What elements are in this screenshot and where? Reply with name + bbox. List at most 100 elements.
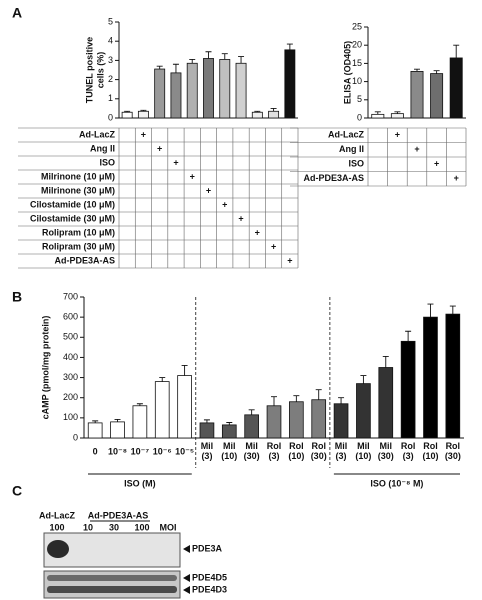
table-row-label: Ad-LacZ — [79, 129, 116, 139]
error-bar — [189, 58, 196, 64]
y-tick-label: 10 — [352, 76, 362, 86]
band-arrow — [183, 545, 190, 553]
table-row-label: Rolipram (10 μM) — [42, 227, 115, 237]
lane-label: MOI — [160, 522, 177, 532]
table-cell: + — [434, 159, 439, 169]
bar — [289, 401, 304, 439]
error-bar — [315, 389, 322, 400]
bar — [244, 414, 259, 439]
bar — [186, 62, 198, 119]
bar — [333, 403, 349, 439]
table-cell: + — [454, 173, 459, 183]
table-row-label: Ang II — [339, 144, 364, 154]
band-arrow — [183, 574, 190, 582]
y-tick-label: 2 — [108, 74, 113, 84]
bar — [199, 422, 215, 439]
band-label: PDE4D3 — [192, 584, 227, 594]
error-bar — [136, 403, 143, 406]
bar — [132, 405, 148, 439]
error-bar — [181, 365, 188, 376]
x-tick-label: 10⁻⁷ — [131, 446, 150, 456]
table-cell: + — [206, 185, 211, 195]
y-tick-label: 3 — [108, 55, 113, 65]
y-tick-label: 400 — [63, 352, 78, 362]
y-tick-label: 0 — [108, 112, 113, 122]
x-tick-label: Mil (3) — [335, 441, 348, 461]
bar — [378, 367, 394, 439]
error-bar — [254, 110, 261, 113]
y-axis-label: cAMP (pmol/mg protein) — [40, 316, 50, 420]
lane-label: 100 — [49, 522, 64, 532]
error-bar — [221, 53, 228, 60]
table-cell: + — [255, 227, 260, 237]
y-tick-label: 20 — [352, 40, 362, 50]
error-bar — [374, 111, 381, 115]
x-tick-label: Rol (30) — [311, 441, 327, 461]
panel-label: A — [12, 5, 22, 21]
x-tick-label: Mil (30) — [244, 441, 260, 461]
x-tick-label: 0 — [93, 446, 98, 456]
y-tick-label: 600 — [63, 312, 78, 322]
y-tick-label: 4 — [108, 36, 113, 46]
lane-label: 100 — [134, 522, 149, 532]
blot-band — [47, 540, 69, 558]
y-axis-label: ELISA (OD405) — [342, 41, 352, 104]
x-tick-label: Mil (30) — [378, 441, 394, 461]
lane-label: 10 — [83, 522, 93, 532]
x-tick-label: Rol (30) — [445, 441, 461, 461]
table-cell: + — [287, 255, 292, 265]
y-tick-label: 5 — [108, 16, 113, 26]
bar — [177, 375, 192, 439]
lane-label: 30 — [109, 522, 119, 532]
table-row-label: Ad-PDE3A-AS — [303, 173, 364, 183]
table-row-label: Milrinone (30 μM) — [41, 185, 115, 195]
bar — [170, 72, 182, 119]
blot-band — [47, 586, 177, 593]
error-bar — [156, 65, 163, 70]
bar — [311, 399, 327, 439]
error-bar — [124, 110, 131, 113]
y-tick-label: 100 — [63, 412, 78, 422]
error-bar — [140, 109, 147, 112]
table-cell: + — [238, 213, 243, 223]
y-tick-label: 300 — [63, 372, 78, 382]
y-tick-label: 25 — [352, 21, 362, 31]
bar — [445, 313, 461, 439]
table-cell: + — [271, 241, 276, 251]
blot-group-label: Ad-PDE3A-AS — [88, 510, 149, 520]
bar — [284, 49, 296, 119]
y-tick-label: 5 — [357, 94, 362, 104]
western-blot: Ad-LacZ Ad-PDE3A-AS 100 10 30 100 MOI PD… — [39, 510, 227, 599]
table-cell: + — [157, 143, 162, 153]
y-tick-label: 0 — [73, 432, 78, 442]
bar — [154, 381, 170, 439]
error-bar — [270, 107, 277, 112]
error-bar — [271, 396, 277, 406]
bar — [137, 110, 149, 119]
y-tick-label: 1 — [108, 93, 113, 103]
error-bar — [414, 68, 420, 72]
table-cell: + — [222, 199, 227, 209]
y-tick-label: 700 — [63, 291, 78, 301]
bar — [356, 383, 371, 439]
x-tick-label: 10⁻⁸ — [108, 446, 127, 456]
error-bar — [405, 330, 412, 342]
panel-label: B — [12, 289, 22, 305]
table-row-label: Cilostamide (10 μM) — [30, 199, 115, 209]
band-label: PDE4D5 — [192, 572, 227, 582]
error-bar — [248, 409, 255, 415]
bar — [400, 340, 416, 439]
x-tick-label: Rol (3) — [401, 441, 416, 461]
x-tick-label: Rol (10) — [288, 441, 304, 461]
x-tick-label: 10⁻⁵ — [175, 446, 194, 456]
table-cell: + — [141, 129, 146, 139]
table-row-label: Ad-PDE3A-AS — [54, 255, 115, 265]
x-tick-label: Rol (3) — [267, 441, 282, 461]
panel-label: C — [12, 483, 22, 499]
table-row-label: Rolipram (30 μM) — [42, 241, 115, 251]
bar — [410, 71, 424, 119]
error-bar — [382, 355, 389, 368]
table-cell: + — [190, 171, 195, 181]
y-tick-label: 500 — [63, 332, 78, 342]
table-row-label: Milrinone (10 μM) — [41, 171, 115, 181]
